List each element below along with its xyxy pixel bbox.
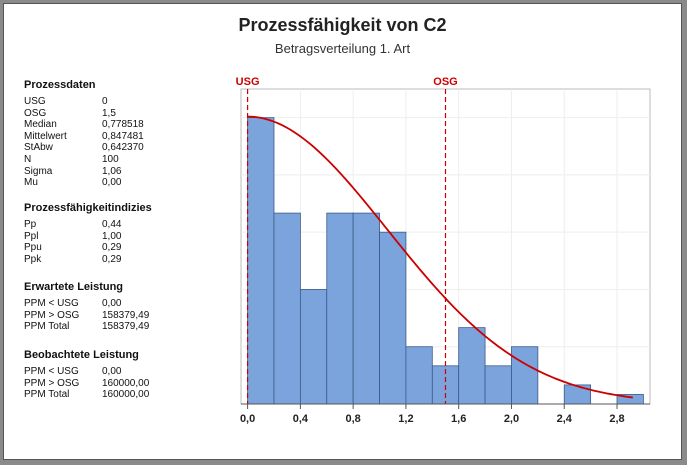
stat-label: Ppl — [24, 230, 39, 242]
section-heading: Beobachtete Leistung — [24, 349, 139, 361]
x-tick-label: 2,0 — [504, 413, 519, 425]
x-tick-label: 2,4 — [557, 413, 573, 425]
stat-value: 158379,49 — [102, 309, 150, 321]
stat-value: 0,642370 — [102, 142, 144, 154]
x-tick-label: 2,8 — [609, 413, 624, 425]
x-tick-label: 0,8 — [345, 413, 360, 425]
histogram-bar — [299, 289, 328, 405]
section-heading: Prozessfähigkeitindizies — [24, 202, 152, 214]
histogram-bar — [458, 327, 486, 405]
stat-value: 0,44 — [102, 219, 122, 230]
section-heading: Prozessdaten — [24, 79, 96, 91]
stat-value: 0,00 — [102, 366, 122, 377]
stat-value: 160000,00 — [102, 377, 150, 389]
stat-value: 158379,49 — [102, 321, 150, 333]
stat-value: 0,847481 — [102, 130, 144, 142]
stat-label: PPM < USG — [24, 366, 79, 377]
histogram-bar — [352, 212, 380, 405]
stat-label: Ppu — [24, 242, 42, 254]
section-heading: Erwartete Leistung — [24, 281, 124, 293]
histogram-bar — [326, 212, 354, 405]
chart-subtitle: Betragsverteilung 1. Art — [274, 41, 411, 56]
histogram-bar — [247, 117, 275, 405]
stat-value: 1,5 — [102, 107, 116, 119]
spec-limit-label: USG — [236, 76, 260, 88]
stat-label: Pp — [24, 219, 37, 230]
stat-value: 160000,00 — [102, 389, 150, 401]
stat-value: 0,29 — [102, 253, 122, 265]
stat-label: StAbw — [24, 142, 53, 154]
x-tick-label: 1,6 — [451, 413, 466, 425]
spec-limit-label: OSG — [433, 76, 457, 88]
stat-label: OSG — [24, 107, 47, 119]
stat-label: Ppk — [24, 253, 42, 265]
stat-label: Sigma — [24, 165, 53, 177]
stat-label: N — [24, 154, 32, 165]
histogram-bar — [273, 212, 301, 405]
x-tick-label: 1,2 — [398, 413, 413, 425]
stat-value: 0 — [102, 96, 108, 107]
histogram-bar — [484, 365, 512, 405]
histogram-bar — [511, 346, 539, 405]
stat-value: 0,00 — [102, 177, 122, 189]
histogram-bar — [405, 346, 433, 405]
chart-window: Prozessfähigkeit von C2 Betragsverteilun… — [3, 3, 682, 460]
stat-label: Mittelwert — [24, 130, 67, 142]
stat-value: 1,06 — [102, 165, 122, 177]
stat-label: PPM > OSG — [24, 377, 80, 389]
histogram-chart: USG OSG 0,0 0,4 0,8 1,2 1,6 2,0 2,4 2,8 — [236, 76, 651, 425]
stat-label: PPM < USG — [24, 298, 79, 309]
stat-label: PPM Total — [24, 389, 70, 401]
stat-label: PPM > OSG — [24, 309, 80, 321]
stat-label: USG — [24, 96, 46, 107]
fitted-distribution-curve — [247, 115, 633, 399]
stat-value: 0,00 — [102, 298, 122, 309]
stat-value: 1,00 — [102, 230, 122, 242]
stat-label: Mu — [24, 177, 38, 189]
stat-value: 0,29 — [102, 242, 122, 254]
stat-label: PPM Total — [24, 321, 70, 333]
histogram-bar — [379, 231, 407, 405]
stat-value: 0,778518 — [102, 119, 144, 131]
histogram-bar — [563, 384, 592, 405]
x-tick-label: 0,4 — [293, 413, 309, 425]
chart-title: Prozessfähigkeit von C2 — [238, 15, 447, 35]
x-tick-label: 0,0 — [240, 413, 255, 425]
stat-value: 100 — [102, 154, 119, 165]
stat-label: Median — [24, 119, 57, 131]
